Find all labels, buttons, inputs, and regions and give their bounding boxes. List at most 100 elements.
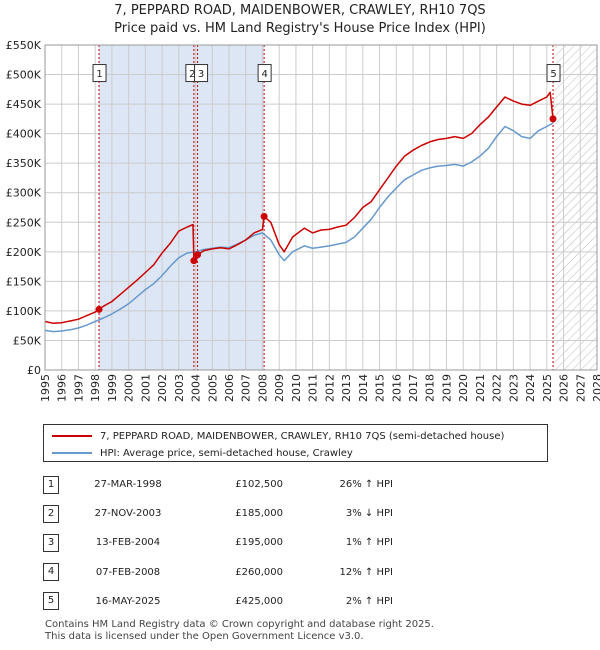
sale-row: 2 27-NOV-2003 £185,000 3% ↓ HPI: [43, 499, 393, 528]
sale-number: 4: [43, 563, 59, 582]
legend-swatch-hpi: [52, 452, 92, 454]
sale-number: 5: [43, 592, 59, 611]
x-tick-label: 2004: [190, 374, 203, 402]
sale-number: 3: [43, 533, 59, 552]
x-tick-label: 2027: [574, 374, 587, 402]
chart-legend: 7, PEPPARD ROAD, MAIDENBOWER, CRAWLEY, R…: [43, 424, 548, 462]
x-tick-label: 2002: [156, 374, 169, 402]
x-tick-label: 2013: [340, 374, 353, 402]
legend-label-hpi: HPI: Average price, semi-detached house,…: [100, 447, 353, 459]
x-tick-label: 1995: [39, 374, 52, 402]
sale-date: 07-FEB-2008: [95, 566, 161, 578]
sale-hpi-change: 2% ↑ HPI: [345, 595, 393, 607]
sale-row: 3 13-FEB-2004 £195,000 1% ↑ HPI: [43, 528, 393, 557]
property-price-line: [44, 91, 556, 325]
x-tick-label: 2011: [307, 374, 320, 402]
sale-hpi-change: 1% ↑ HPI: [345, 537, 393, 549]
x-tick-label: 2005: [206, 374, 219, 402]
sale-number-cell: 1: [43, 470, 73, 499]
sale-number-box: [257, 64, 272, 83]
sale-date: 13-FEB-2004: [95, 537, 161, 549]
y-tick-label: £100K: [6, 305, 42, 318]
x-tick-label: 2028: [591, 374, 600, 402]
x-tick-label: 2026: [558, 374, 571, 402]
ownership-shade: [99, 45, 265, 370]
x-tick-label: 1998: [89, 374, 102, 402]
sale-number-label: 3: [198, 69, 204, 80]
sale-number: 2: [43, 504, 59, 523]
x-tick-label: 2024: [524, 374, 537, 402]
x-tick-label: 2003: [173, 374, 186, 402]
x-tick-label: 2006: [223, 374, 236, 402]
sale-point: [95, 305, 103, 313]
legend-swatch-property: [52, 435, 92, 437]
sale-number-box: [194, 64, 209, 83]
sale-price: £425,000: [235, 595, 283, 607]
y-tick-label: £400K: [6, 128, 42, 141]
sale-point: [260, 212, 268, 220]
y-tick-label: £50K: [13, 334, 42, 347]
sale-price: £260,000: [235, 566, 283, 578]
sale-point: [190, 257, 198, 265]
legend-item-property: 7, PEPPARD ROAD, MAIDENBOWER, CRAWLEY, R…: [52, 428, 504, 444]
footer-copyright: Contains HM Land Registry data © Crown c…: [45, 619, 434, 630]
sale-point: [194, 251, 202, 259]
x-tick-label: 2001: [139, 374, 152, 402]
x-tick-label: 2017: [407, 374, 420, 402]
footer: Contains HM Land Registry data © Crown c…: [45, 619, 434, 643]
footer-licence: This data is licensed under the Open Gov…: [45, 631, 364, 642]
sale-point: [549, 115, 557, 123]
sale-number-cell: 2: [43, 499, 73, 528]
x-tick-label: 2012: [323, 374, 336, 402]
x-tick-label: 2015: [374, 374, 387, 402]
x-tick-label: 1996: [56, 374, 69, 402]
sale-number-cell: 4: [43, 558, 73, 587]
x-tick-label: 1999: [106, 374, 119, 402]
hpi-line: [44, 122, 554, 333]
sale-date: 27-MAR-1998: [94, 479, 162, 491]
sale-number-label: 5: [550, 69, 556, 80]
sale-hpi-change: 3% ↓ HPI: [345, 508, 393, 520]
sale-number-label: 4: [261, 69, 267, 80]
sale-number-box: [546, 64, 561, 83]
y-tick-label: £500K: [6, 69, 42, 82]
future-hatch: [553, 45, 597, 370]
sale-row: 5 16-MAY-2025 £425,000 2% ↑ HPI: [43, 587, 393, 616]
sale-row: 4 07-FEB-2008 £260,000 12% ↑ HPI: [43, 558, 393, 587]
x-tick-label: 2020: [457, 374, 470, 402]
sale-number-label: 2: [189, 69, 195, 80]
x-tick-label: 2021: [474, 374, 487, 402]
sale-row: 1 27-MAR-1998 £102,500 26% ↑ HPI: [43, 470, 393, 499]
y-tick-label: £250K: [6, 216, 42, 229]
x-tick-label: 2014: [357, 374, 370, 402]
y-tick-label: £350K: [6, 157, 42, 170]
sale-date: 16-MAY-2025: [95, 595, 161, 607]
y-tick-label: £550K: [6, 39, 42, 52]
chart-title: 7, PEPPARD ROAD, MAIDENBOWER, CRAWLEY, R…: [114, 3, 486, 18]
sale-number: 1: [43, 475, 59, 494]
y-tick-label: £300K: [6, 187, 42, 200]
chart-subtitle: Price paid vs. HM Land Registry's House …: [114, 21, 486, 36]
x-tick-label: 2008: [256, 374, 269, 402]
x-tick-label: 2019: [440, 374, 453, 402]
sale-hpi-change: 26% ↑ HPI: [339, 479, 393, 491]
y-tick-label: £0: [27, 364, 41, 377]
x-tick-label: 1997: [72, 374, 85, 402]
sale-number-label: 1: [96, 69, 102, 80]
sale-date: 27-NOV-2003: [94, 508, 162, 520]
sale-price: £102,500: [235, 479, 283, 491]
legend-label-property: 7, PEPPARD ROAD, MAIDENBOWER, CRAWLEY, R…: [100, 430, 505, 442]
y-tick-label: £150K: [6, 275, 42, 288]
legend-item-hpi: HPI: Average price, semi-detached house,…: [52, 445, 353, 461]
x-tick-label: 2007: [240, 374, 253, 402]
y-tick-label: £450K: [6, 98, 42, 111]
plot-frame: [44, 44, 598, 371]
x-tick-label: 2025: [541, 374, 554, 402]
x-tick-label: 2009: [273, 374, 286, 402]
y-tick-label: £200K: [6, 246, 42, 259]
x-tick-label: 2000: [123, 374, 136, 402]
x-tick-label: 2016: [390, 374, 403, 402]
sale-price: £195,000: [235, 537, 283, 549]
x-tick-label: 2010: [290, 374, 303, 402]
sale-number-cell: 5: [43, 587, 73, 616]
